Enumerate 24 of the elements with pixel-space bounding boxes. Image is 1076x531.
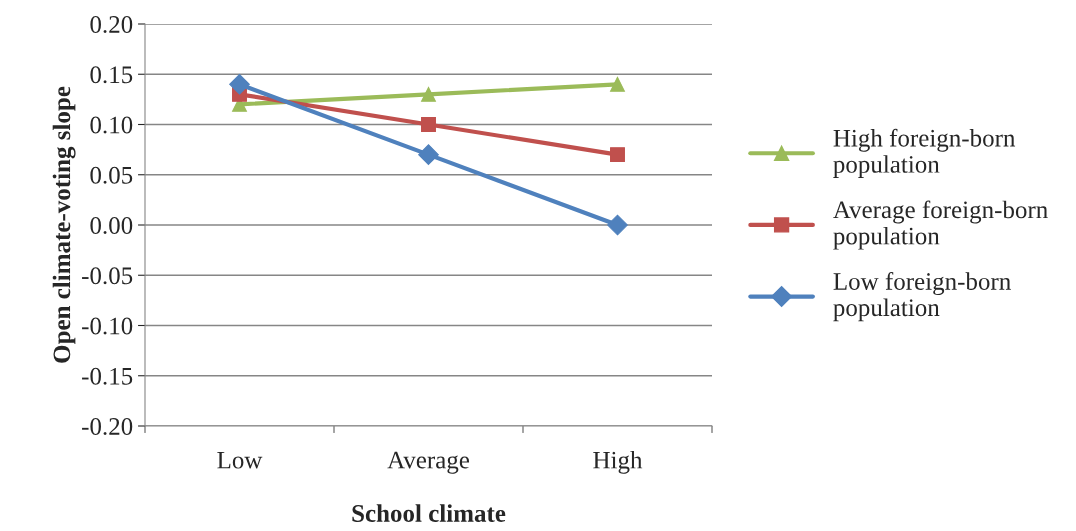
legend-label: Average foreign-born population: [833, 200, 1048, 250]
y-axis-title: Open climate-voting slope: [52, 86, 76, 363]
y-tick-label: 0.10: [90, 116, 133, 134]
x-tick-label: Average: [387, 451, 470, 474]
x-tick-label: Low: [217, 451, 263, 469]
point: [418, 144, 439, 165]
legend-label: Low foreign-born population: [833, 272, 1011, 322]
y-tick-label: 0.20: [90, 16, 133, 34]
x-axis-title: School climate: [352, 504, 506, 522]
y-tick-label: -0.15: [82, 367, 133, 385]
y-tick-label: -0.20: [82, 418, 133, 436]
y-tick-label: 0.00: [90, 217, 133, 235]
legend-label: High foreign-born population: [833, 128, 1016, 178]
x-tick-label: High: [593, 451, 643, 474]
y-tick-label: -0.05: [82, 267, 133, 285]
point: [229, 73, 250, 95]
point: [610, 76, 625, 92]
y-tick-label: 0.15: [90, 66, 133, 84]
point: [421, 86, 436, 102]
y-tick-label: 0.05: [90, 166, 133, 184]
point: [607, 214, 628, 236]
point: [421, 117, 436, 132]
y-tick-label: -0.10: [82, 317, 133, 335]
point: [610, 147, 625, 163]
